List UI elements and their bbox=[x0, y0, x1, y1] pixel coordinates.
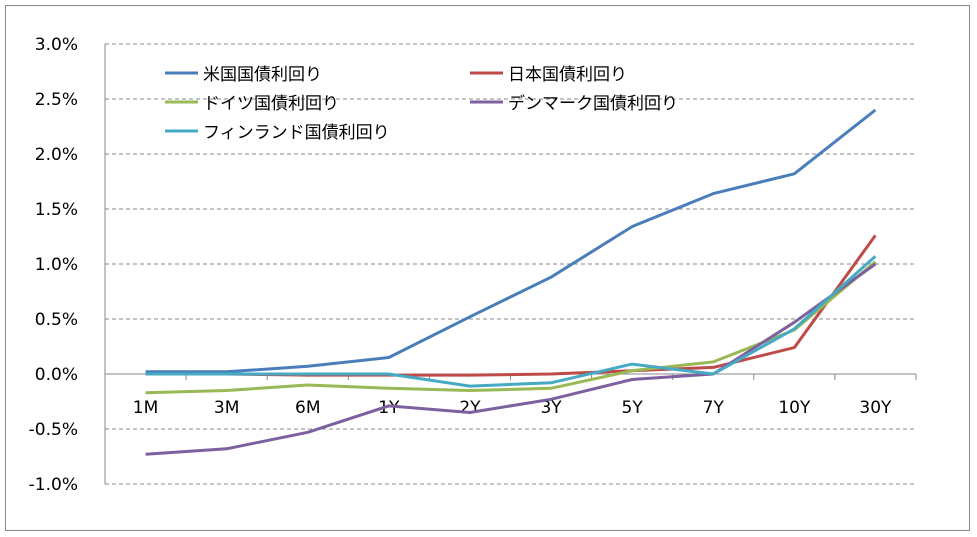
legend-label: 日本国債利回り bbox=[508, 65, 627, 85]
y-tick-label: 1.0% bbox=[35, 255, 78, 275]
series-line-1 bbox=[145, 234, 877, 377]
y-tick-label: -1.0% bbox=[29, 475, 78, 495]
series-line-3 bbox=[145, 262, 877, 456]
y-tick-label: 0.0% bbox=[35, 365, 78, 385]
x-tick-label: 3M bbox=[214, 398, 239, 418]
y-tick-label: 0.5% bbox=[35, 310, 78, 330]
y-tick-label: -0.5% bbox=[29, 420, 78, 440]
series-line-0 bbox=[145, 108, 877, 374]
legend-label: 米国国債利回り bbox=[203, 65, 322, 85]
legend-label: ドイツ国債利回り bbox=[203, 94, 339, 114]
legend-label: フィンランド国債利回り bbox=[203, 123, 390, 143]
x-tick-label: 7Y bbox=[703, 398, 725, 418]
x-tick-label: 3Y bbox=[540, 398, 562, 418]
x-tick-label: 1Y bbox=[378, 398, 400, 418]
y-tick-label: 1.5% bbox=[35, 200, 78, 220]
series-line-2 bbox=[145, 260, 877, 395]
x-tick-label: 10Y bbox=[778, 398, 811, 418]
series-line-4 bbox=[145, 255, 877, 388]
y-tick-label: 3.0% bbox=[35, 35, 78, 55]
x-tick-label: 30Y bbox=[859, 398, 892, 418]
chart-frame bbox=[5, 5, 970, 531]
legend-label: デンマーク国債利回り bbox=[508, 93, 678, 114]
y-tick-label: 2.0% bbox=[35, 145, 78, 165]
y-tick-label: 2.5% bbox=[35, 90, 78, 110]
x-tick-label: 6M bbox=[295, 398, 320, 418]
x-tick-label: 2Y bbox=[459, 398, 481, 418]
x-tick-label: 5Y bbox=[622, 398, 644, 418]
x-tick-label: 1M bbox=[133, 398, 158, 418]
